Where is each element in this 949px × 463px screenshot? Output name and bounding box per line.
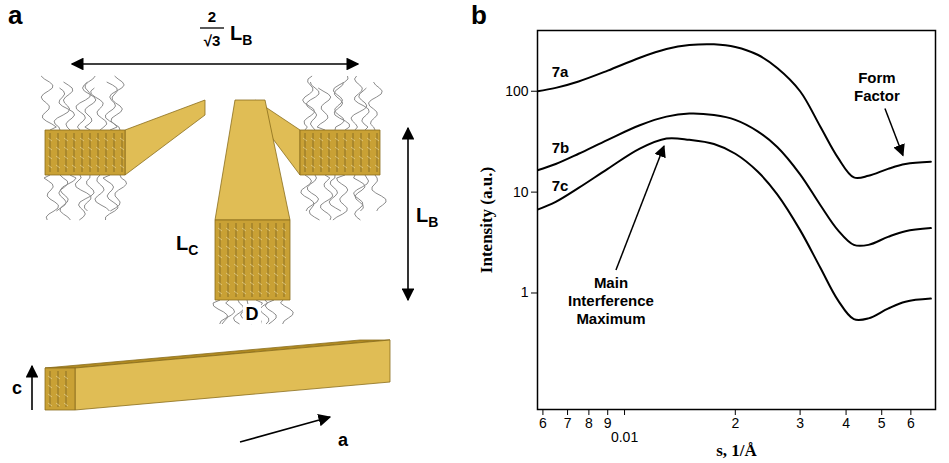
svg-text:8: 8 [585,415,593,431]
svg-text:b: b [471,0,487,30]
svg-text:LB: LB [230,22,252,48]
svg-text:LC: LC [176,232,198,258]
svg-text:100: 100 [505,83,529,99]
svg-text:7: 7 [564,415,572,431]
svg-text:6: 6 [907,415,915,431]
svg-text:Maximum: Maximum [576,310,645,327]
svg-text:Intensity (a.u.): Intensity (a.u.) [477,167,496,273]
svg-text:s, 1/Å: s, 1/Å [716,441,757,460]
svg-text:1: 1 [521,284,529,300]
svg-text:7c: 7c [552,177,569,194]
svg-text:7b: 7b [552,139,570,156]
svg-text:LB: LB [416,204,438,230]
svg-text:3: 3 [796,415,804,431]
svg-text:Factor: Factor [854,87,900,104]
svg-text:6: 6 [539,415,547,431]
svg-text:9: 9 [603,415,612,432]
svg-text:0.01: 0.01 [611,429,638,445]
svg-text:a: a [338,430,349,450]
svg-text:D: D [246,304,259,324]
svg-text:Form: Form [858,69,896,86]
svg-text:2: 2 [208,8,216,25]
svg-text:Interference: Interference [568,292,654,309]
svg-text:2: 2 [731,415,739,431]
svg-text:a: a [8,0,23,30]
svg-text:10: 10 [513,184,529,200]
svg-text:7a: 7a [552,63,569,80]
svg-text:4: 4 [842,415,850,431]
svg-text:c: c [12,378,22,398]
svg-text:√3: √3 [204,32,221,49]
svg-text:Main: Main [594,274,628,291]
svg-text:5: 5 [878,415,886,431]
